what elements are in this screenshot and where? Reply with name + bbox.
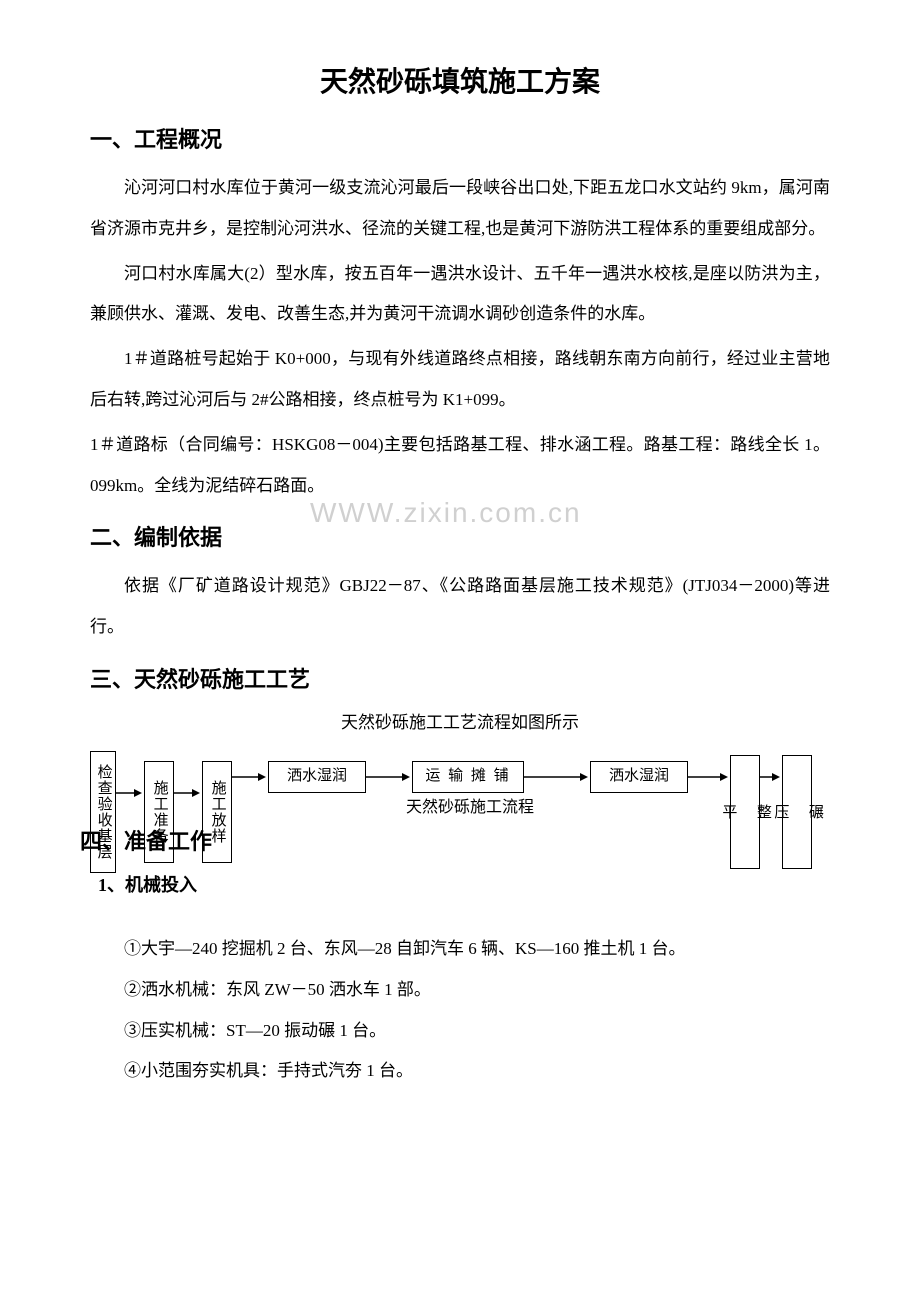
flow-caption-top: 天然砂砾施工工艺流程如图所示 — [90, 708, 830, 733]
flow-box-check: 检查验收基层 — [90, 751, 116, 873]
para-overview-1: 沁河河口村水库位于黄河一级支流沁河最后一段峡谷出口处,下距五龙口水文站约 9km… — [90, 168, 830, 250]
machine-item-4: ④小范围夯实机具：手持式汽夯 1 台。 — [90, 1051, 830, 1092]
machine-item-1: ①大宇—240 挖掘机 2 台、东风—28 自卸汽车 6 辆、KS—160 推土… — [90, 929, 830, 970]
para-overview-3a: 1＃道路桩号起始于 K0+000，与现有外线道路终点相接，路线朝东南方向前行，经… — [90, 339, 830, 421]
para-basis: 依据《厂矿道路设计规范》GBJ22－87、《公路路面基层施工技术规范》(JTJ0… — [90, 566, 830, 648]
para-overview-2: 河口村水库属大(2）型水库，按五百年一遇洪水设计、五千年一遇洪水校核,是座以防洪… — [90, 254, 830, 336]
flow-box-level: 整 平 — [730, 755, 760, 869]
machine-item-2: ②洒水机械：东风 ZW－50 洒水车 1 部。 — [90, 970, 830, 1011]
machine-item-3: ③压实机械：ST—20 振动碾 1 台。 — [90, 1011, 830, 1052]
flow-box-wet2: 洒水湿润 — [590, 761, 688, 793]
heading-3: 三、天然砂砾施工工艺 — [90, 662, 830, 694]
flow-box-wet1: 洒水湿润 — [268, 761, 366, 793]
heading-4: 四、准备工作 — [80, 829, 212, 854]
flowchart: 检查验收基层 施工准备 施工放样 洒水湿润 运 输 摊 铺 洒水湿润 — [90, 747, 830, 917]
doc-title: 天然砂砾填筑施工方案 — [90, 60, 830, 100]
heading-2: 二、编制依据 — [90, 520, 830, 552]
subheading-machine: 1、机械投入 — [98, 875, 197, 896]
flow-box-roll: 碾 压 — [782, 755, 812, 869]
flow-box-transport: 运 输 摊 铺 — [412, 761, 524, 793]
heading-1: 一、工程概况 — [90, 122, 830, 154]
flow-caption-inner: 天然砂砾施工流程 — [390, 799, 550, 817]
para-overview-3b: 1＃道路标（合同编号：HSKG08－004)主要包括路基工程、排水涵工程。路基工… — [90, 425, 830, 507]
